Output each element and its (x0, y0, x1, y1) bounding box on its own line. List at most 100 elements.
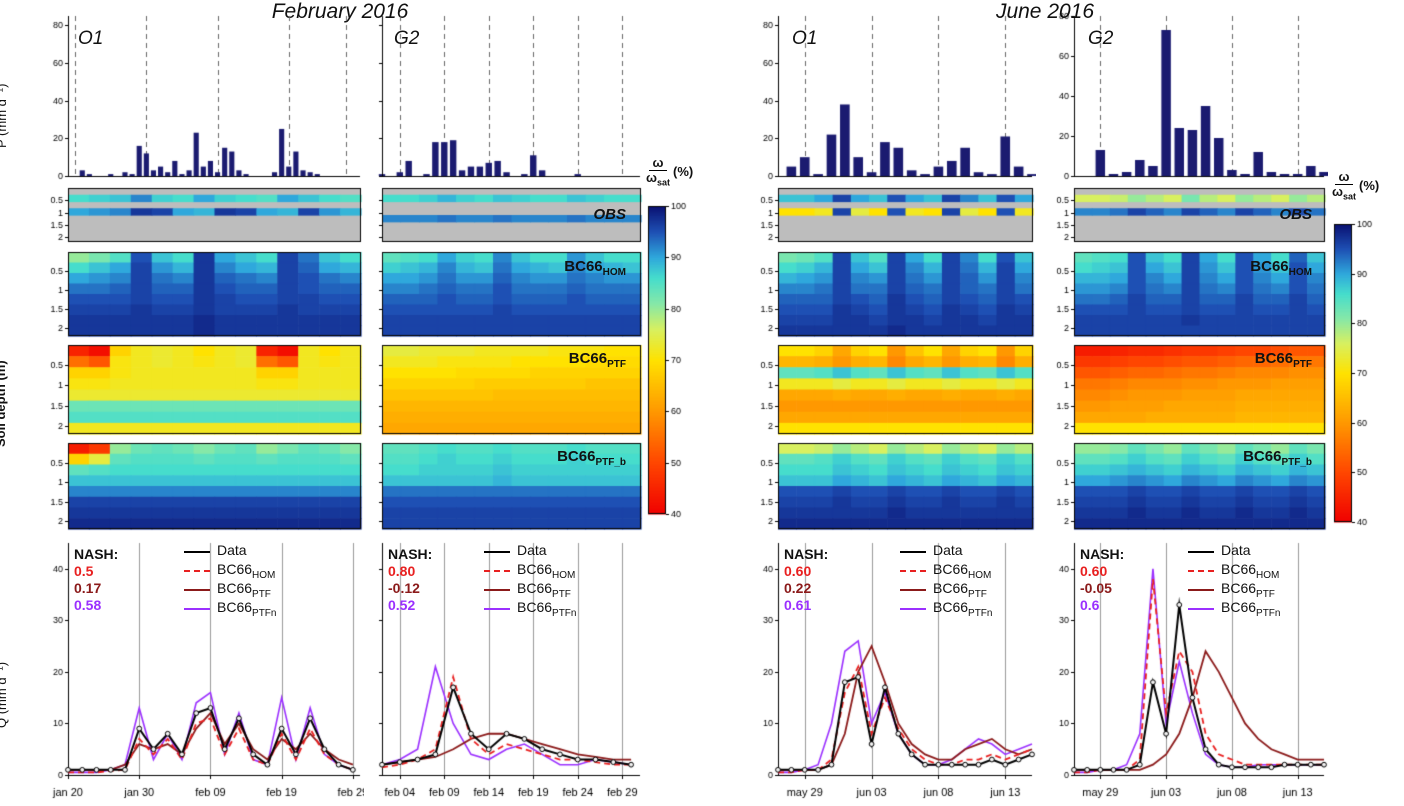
soil-depth-axis-label: Soil depth (m) (0, 360, 8, 447)
nash-title: NASH: (784, 546, 829, 562)
data-line-swatch (184, 550, 210, 553)
colorbar-label: ω ωsat (%) (1332, 170, 1390, 202)
nash-block-jun-g2: NASH: 0.60 -0.05 0.6 (1080, 546, 1124, 614)
colorbar-unit: (%) (673, 164, 694, 180)
panel-column-feb-g2: G2 OBS BC66HOM BC66PTF BC66PTF_b NASH: 0… (372, 0, 644, 806)
legend-item-hom: BC66HOM (484, 561, 576, 580)
hom-row-label: BC66HOM (1250, 258, 1312, 278)
legend-item-hom: BC66HOM (1188, 561, 1280, 580)
ptfb-row-label: BC66PTF_b (557, 448, 626, 468)
hom-row-label: BC66HOM (564, 258, 626, 278)
legend-item-ptf: BC66PTF (484, 580, 576, 599)
obs-heatmap-feb-o1 (34, 186, 364, 244)
hom-heatmap-jun-g2 (1040, 250, 1328, 338)
ptf-row-label: BC66PTF (568, 350, 626, 370)
obs-heatmap-feb-g2 (372, 186, 644, 244)
nash-value-ptf: -0.12 (388, 580, 420, 596)
legend-item-ptf: BC66PTF (184, 580, 276, 599)
nash-value-ptfn: 0.61 (784, 597, 812, 613)
nash-value-hom: 0.5 (74, 563, 94, 579)
ptfb-heatmap-jun-g2 (1040, 441, 1328, 531)
hom-line-swatch (484, 569, 510, 572)
ptf-line-swatch (184, 588, 210, 591)
legend-item-ptf: BC66PTF (1188, 580, 1280, 599)
nash-title: NASH: (388, 546, 433, 562)
ptf-heatmap-feb-g2 (372, 343, 644, 436)
omega-fraction: ω ωsat (1332, 169, 1356, 202)
obs-heatmap-jun-o1 (744, 186, 1036, 244)
legend-item-ptf: BC66PTF (900, 580, 992, 599)
ptf-line-swatch (484, 588, 510, 591)
legend-item-ptfn: BC66PTFn (184, 599, 276, 618)
hom-heatmap-feb-g2 (372, 250, 644, 338)
q-legend-jun-o1: Data BC66HOM BC66PTF BC66PTFn (900, 542, 992, 618)
nash-value-hom: 0.60 (784, 563, 812, 579)
precip-chart-jun-o1 (744, 10, 1036, 182)
ptf-row-label: BC66PTF (1254, 350, 1312, 370)
nash-value-ptfn: 0.6 (1080, 597, 1100, 613)
legend-item-ptfn: BC66PTFn (1188, 599, 1280, 618)
precip-chart-jun-g2 (1040, 10, 1328, 182)
ptfb-heatmap-jun-o1 (744, 441, 1036, 531)
ptfn-line-swatch (484, 607, 510, 610)
data-line-swatch (484, 550, 510, 553)
legend-item-ptfn: BC66PTFn (900, 599, 992, 618)
legend-item-data: Data (184, 542, 276, 561)
ptf-line-swatch (900, 588, 926, 591)
site-label-feb-g2: G2 (394, 28, 420, 49)
ptfb-heatmap-feb-g2 (372, 441, 644, 531)
discharge-chart-jun-o1 (744, 537, 1036, 805)
legend-item-ptfn: BC66PTFn (484, 599, 576, 618)
nash-block-feb-o1: NASH: 0.5 0.17 0.58 (74, 546, 118, 614)
ptf-line-swatch (1188, 588, 1214, 591)
legend-item-data: Data (900, 542, 992, 561)
legend-item-hom: BC66HOM (900, 561, 992, 580)
omega-fraction: ω ωsat (646, 155, 670, 188)
nash-value-ptf: 0.22 (784, 580, 812, 596)
q-legend-jun-g2: Data BC66HOM BC66PTF BC66PTFn (1188, 542, 1280, 618)
nash-block-jun-o1: NASH: 0.60 0.22 0.61 (784, 546, 828, 614)
discharge-chart-feb-o1 (34, 537, 364, 805)
q-legend-feb-o1: Data BC66HOM BC66PTF BC66PTFn (184, 542, 276, 618)
legend-item-data: Data (484, 542, 576, 561)
nash-title: NASH: (1080, 546, 1125, 562)
colorbar-label: ω ωsat (%) (646, 156, 704, 188)
ptfn-line-swatch (1188, 607, 1214, 610)
panel-column-feb-o1: O1 NASH: 0.5 0.17 0.58 Data BC66HOM BC66… (34, 0, 364, 806)
ptfb-row-label: BC66PTF_b (1243, 448, 1312, 468)
q-legend-feb-g2: Data BC66HOM BC66PTF BC66PTFn (484, 542, 576, 618)
nash-value-ptfn: 0.52 (388, 597, 416, 613)
data-line-swatch (900, 550, 926, 553)
colorbar-gradient-feb (646, 202, 704, 518)
ptfn-line-swatch (184, 607, 210, 610)
data-line-swatch (1188, 550, 1214, 553)
legend-item-data: Data (1188, 542, 1280, 561)
nash-value-ptfn: 0.58 (74, 597, 102, 613)
hom-line-swatch (184, 569, 210, 572)
hom-heatmap-jun-o1 (744, 250, 1036, 338)
ptf-heatmap-jun-g2 (1040, 343, 1328, 436)
ptf-heatmap-jun-o1 (744, 343, 1036, 436)
nash-title: NASH: (74, 546, 119, 562)
obs-row-label: OBS (1279, 206, 1312, 223)
discharge-chart-feb-g2 (372, 537, 644, 805)
q-axis-label: Q (mm d⁻¹) (0, 661, 9, 728)
ptfn-line-swatch (900, 607, 926, 610)
nash-value-hom: 0.80 (388, 563, 416, 579)
colorbar-unit: (%) (1359, 178, 1380, 194)
ptf-heatmap-feb-o1 (34, 343, 364, 436)
legend-item-hom: BC66HOM (184, 561, 276, 580)
colorbar-june: ω ωsat (%) (1332, 170, 1390, 530)
obs-row-label: OBS (593, 206, 626, 223)
discharge-chart-jun-g2 (1040, 537, 1328, 805)
hom-heatmap-feb-o1 (34, 250, 364, 338)
colorbar-february: ω ωsat (%) (646, 156, 704, 526)
precip-chart-feb-o1 (34, 10, 364, 182)
ptfb-heatmap-feb-o1 (34, 441, 364, 531)
nash-value-hom: 0.60 (1080, 563, 1108, 579)
nash-value-ptf: -0.05 (1080, 580, 1112, 596)
site-label-feb-o1: O1 (78, 28, 104, 49)
obs-heatmap-jun-g2 (1040, 186, 1328, 244)
colorbar-gradient-jun (1332, 220, 1390, 526)
